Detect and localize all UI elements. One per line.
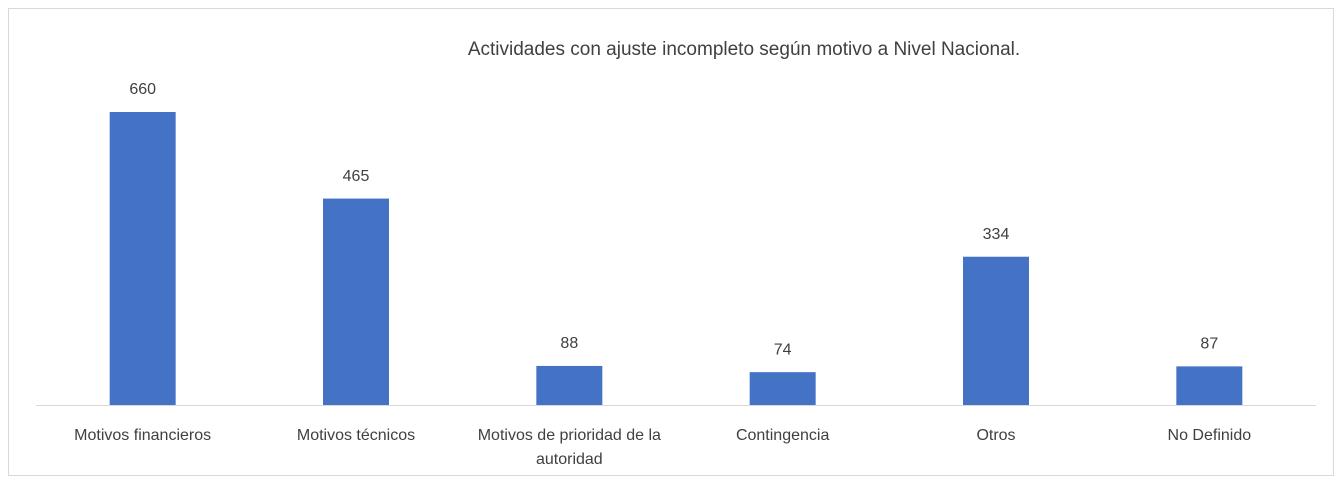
- chart-border: [8, 8, 1334, 476]
- bar: [536, 365, 603, 405]
- x-tick-label: Contingencia: [735, 427, 830, 444]
- x-tick-label: Otros: [976, 427, 1016, 444]
- x-tick-label: Motivos financieros: [74, 427, 212, 444]
- data-label: 465: [343, 168, 370, 185]
- bar: [109, 112, 176, 405]
- data-label: 660: [129, 81, 156, 98]
- x-tick-label: Motivos de prioridad de la autoridad: [477, 427, 661, 468]
- chart-title: Actividades con ajuste incompleto según …: [468, 39, 1020, 60]
- x-tick-label: No Definido: [1167, 427, 1252, 444]
- data-label: 74: [774, 341, 792, 358]
- bar: [963, 256, 1029, 405]
- data-label: 88: [560, 335, 578, 352]
- data-label: 87: [1200, 336, 1218, 353]
- bar: [749, 372, 816, 405]
- bar: [1176, 366, 1243, 405]
- bar: [323, 198, 389, 405]
- x-tick-label: Motivos técnicos: [296, 427, 416, 444]
- data-label: 334: [983, 226, 1010, 243]
